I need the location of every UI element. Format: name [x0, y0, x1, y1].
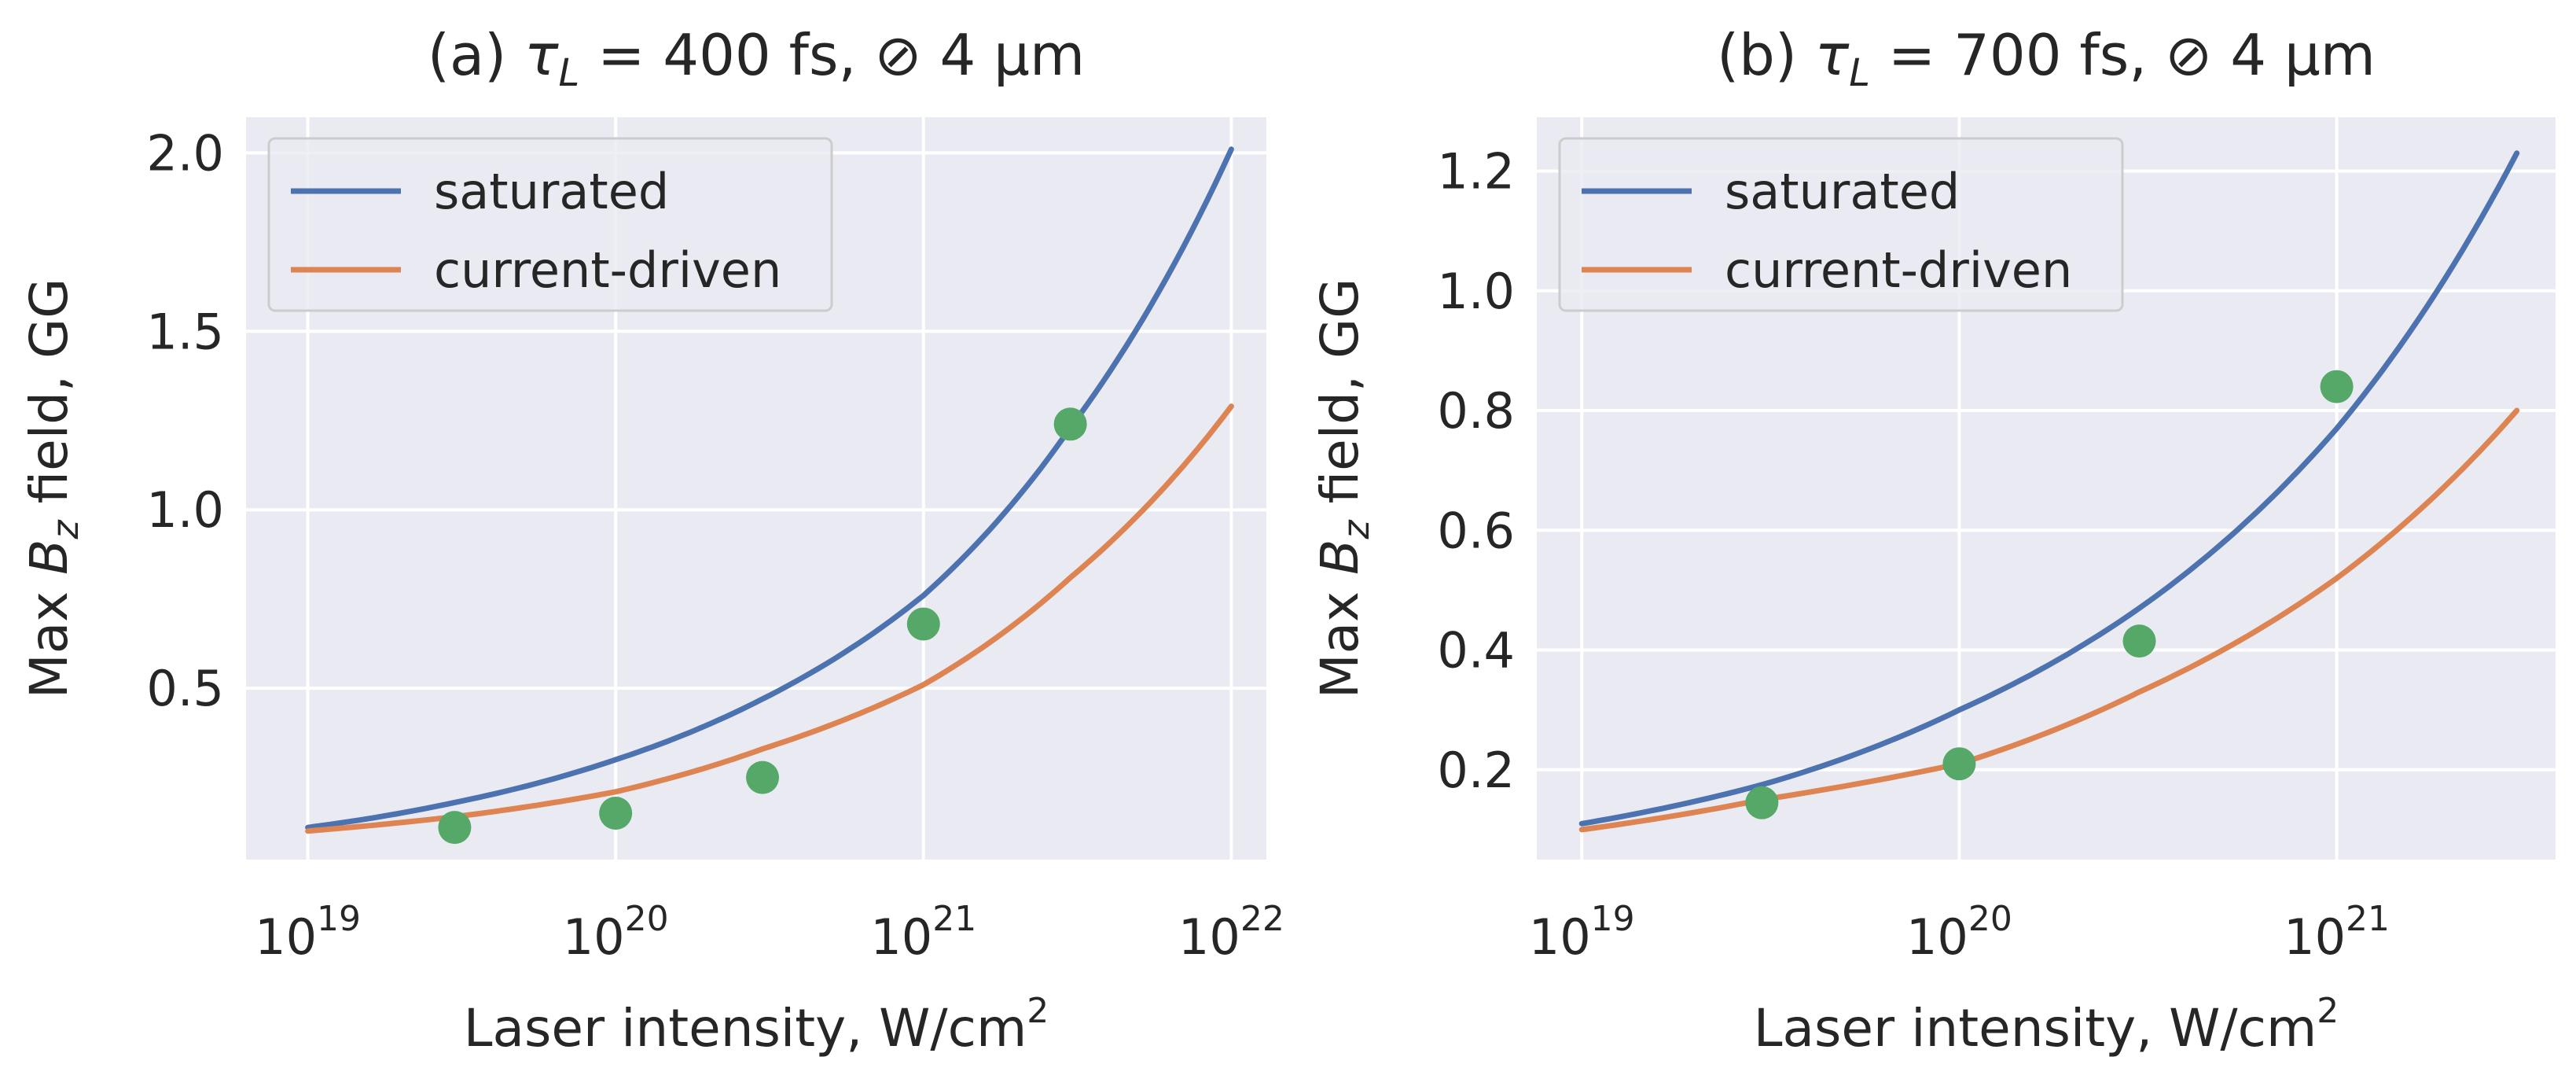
scatter-point [1053, 407, 1087, 441]
y-tick-label: 1.5 [146, 303, 224, 360]
y-axis-label: Max Bz field, GG [1310, 278, 1377, 699]
legend: saturated current-driven [1558, 137, 2124, 312]
y-tick-label: 1.0 [146, 481, 224, 539]
y-tick-label: 0.8 [1437, 382, 1515, 440]
y-tick-label: 0.5 [146, 660, 224, 717]
series-line-current-driven [1578, 407, 2520, 833]
chart-title: (a) τL = 400 fs, ⊘ 4 μm [428, 22, 1085, 95]
scatter-point [2122, 624, 2156, 658]
scatter-point [438, 811, 472, 845]
legend-box [267, 137, 833, 312]
y-tick-label: 1.0 [1437, 263, 1515, 320]
scatter-point [1745, 786, 1779, 819]
x-tick-label: 1022 [1178, 899, 1284, 966]
y-tick-label: 1.2 [1437, 143, 1515, 201]
scatter-point [906, 607, 940, 641]
y-tick-label: 2.0 [146, 124, 224, 182]
x-tick-label: 1020 [563, 899, 669, 966]
y-tick-label: 0.2 [1437, 742, 1515, 799]
y-axis-label: Max Bz field, GG [19, 278, 86, 699]
legend-label: current-driven [1725, 241, 2072, 299]
scatter-point [599, 797, 633, 830]
x-tick-label: 1021 [870, 899, 976, 966]
scatter-point [2320, 370, 2354, 403]
x-tick-label: 1020 [1906, 899, 2012, 966]
x-axis-label: Laser intensity, W/cm2 [1754, 991, 2339, 1059]
x-tick-label: 1021 [2284, 899, 2390, 966]
legend-label: saturated [1725, 163, 1960, 220]
scatter-point [1942, 747, 1976, 781]
chart-panel-a: 1019 1020 1021 1022 0.5 1.0 1.5 2.0 (a) τL = 400… [19, 22, 1284, 1059]
x-tick-label: 1019 [255, 899, 361, 966]
chart-title: (b) τL = 700 fs, ⊘ 4 μm [1717, 22, 2376, 95]
x-axis-label: Laser intensity, W/cm2 [464, 991, 1049, 1059]
legend-label: saturated [434, 163, 669, 220]
x-tick-label: 1019 [1529, 899, 1635, 966]
legend-label: current-driven [434, 241, 781, 299]
scatter-point [746, 760, 780, 794]
legend-box [1558, 137, 2124, 312]
chart-panel-b: 1019 1020 1021 0.2 0.4 0.6 0.8 1.0 1.2 (b) τL = 7… [1310, 22, 2556, 1059]
series-line-saturated [1578, 150, 2520, 827]
y-tick-label: 0.4 [1437, 622, 1515, 679]
y-tick-label: 0.6 [1437, 502, 1515, 559]
legend: saturated current-driven [267, 137, 833, 312]
